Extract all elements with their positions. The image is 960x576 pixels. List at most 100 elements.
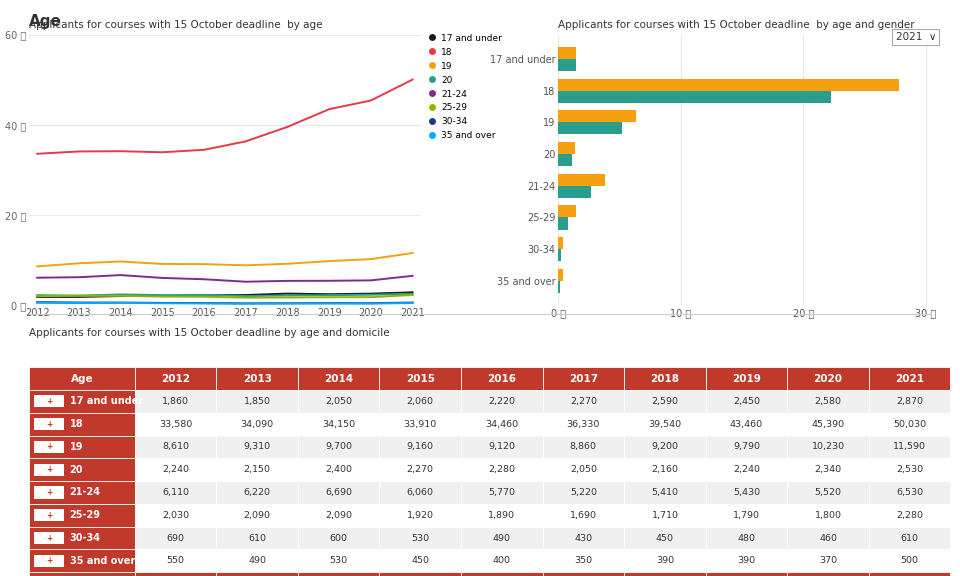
Text: 2018: 2018: [651, 373, 680, 384]
Text: 2,400: 2,400: [325, 465, 352, 474]
Bar: [542, 435, 624, 458]
Text: 2015: 2015: [406, 373, 435, 384]
Text: 2,090: 2,090: [244, 511, 271, 520]
Bar: [461, 526, 542, 550]
Bar: [379, 413, 461, 435]
Text: 2014: 2014: [324, 373, 353, 384]
Bar: [558, 110, 636, 122]
Bar: [461, 390, 542, 413]
Text: +: +: [46, 488, 53, 497]
Bar: [461, 572, 542, 576]
Text: 9,200: 9,200: [652, 442, 679, 452]
Bar: [542, 550, 624, 572]
Bar: [624, 550, 706, 572]
Bar: [298, 572, 379, 576]
Bar: [216, 550, 298, 572]
Text: 25-29: 25-29: [70, 510, 101, 520]
Text: 2021  ∨: 2021 ∨: [896, 32, 936, 41]
Bar: [787, 435, 869, 458]
Text: 2,590: 2,590: [652, 397, 679, 406]
Text: 1,710: 1,710: [652, 511, 679, 520]
Bar: [298, 367, 379, 390]
Text: 1,860: 1,860: [162, 397, 189, 406]
Text: 35 and over: 35 and over: [70, 556, 134, 566]
Bar: [298, 481, 379, 504]
Text: 2,280: 2,280: [896, 511, 924, 520]
Text: 19: 19: [70, 442, 84, 452]
Text: 18: 18: [70, 419, 84, 429]
Bar: [787, 367, 869, 390]
Bar: [216, 504, 298, 526]
Text: 1,850: 1,850: [244, 397, 271, 406]
Text: Applicants for courses with 15 October deadline  by age: Applicants for courses with 15 October d…: [29, 20, 323, 29]
Text: 450: 450: [656, 533, 674, 543]
Bar: [379, 526, 461, 550]
Text: 610: 610: [900, 533, 919, 543]
Bar: [869, 572, 950, 576]
Text: 11,590: 11,590: [893, 442, 926, 452]
Text: 2,270: 2,270: [407, 465, 434, 474]
Bar: [35, 486, 64, 499]
Text: 530: 530: [411, 533, 429, 543]
Bar: [869, 550, 950, 572]
Text: 530: 530: [329, 556, 348, 565]
Bar: [35, 555, 64, 567]
Text: +: +: [46, 533, 53, 543]
Text: 34,090: 34,090: [241, 419, 274, 429]
Bar: [624, 458, 706, 481]
Bar: [29, 504, 134, 526]
Text: 450: 450: [411, 556, 429, 565]
Bar: [558, 249, 561, 262]
Text: 2,030: 2,030: [162, 511, 189, 520]
Bar: [869, 458, 950, 481]
Bar: [298, 550, 379, 572]
Text: 2013: 2013: [243, 373, 272, 384]
Bar: [35, 418, 64, 430]
Bar: [624, 435, 706, 458]
Text: Age: Age: [29, 14, 61, 29]
Text: 430: 430: [574, 533, 592, 543]
Bar: [558, 122, 622, 134]
Bar: [379, 504, 461, 526]
Text: 600: 600: [329, 533, 348, 543]
Bar: [134, 504, 216, 526]
Text: +: +: [46, 465, 53, 474]
Bar: [869, 413, 950, 435]
Text: 50,030: 50,030: [893, 419, 926, 429]
Text: 2,150: 2,150: [244, 465, 271, 474]
Bar: [379, 435, 461, 458]
Text: Applicants for courses with 15 October deadline  by age and gender: Applicants for courses with 15 October d…: [558, 20, 915, 29]
Text: 390: 390: [656, 556, 674, 565]
Bar: [379, 367, 461, 390]
Bar: [298, 390, 379, 413]
Text: 21-24: 21-24: [70, 487, 101, 498]
Bar: [558, 47, 576, 59]
Bar: [134, 413, 216, 435]
Bar: [461, 435, 542, 458]
Bar: [706, 572, 787, 576]
Text: 17 and under: 17 and under: [70, 396, 143, 406]
Bar: [624, 413, 706, 435]
Text: 350: 350: [574, 556, 592, 565]
Text: 5,770: 5,770: [489, 488, 516, 497]
Text: 45,390: 45,390: [811, 419, 845, 429]
Bar: [29, 367, 134, 390]
Text: Age: Age: [70, 373, 93, 384]
Text: 2,090: 2,090: [325, 511, 352, 520]
Text: 9,160: 9,160: [407, 442, 434, 452]
Bar: [216, 435, 298, 458]
Bar: [542, 367, 624, 390]
Bar: [35, 395, 64, 407]
Text: 2,050: 2,050: [325, 397, 352, 406]
Bar: [29, 390, 134, 413]
Text: 2016: 2016: [488, 373, 516, 384]
Text: 2021: 2021: [895, 373, 924, 384]
Bar: [787, 481, 869, 504]
Legend: 17 and under, 18, 19, 20, 21-24, 25-29, 30-34, 35 and over: 17 and under, 18, 19, 20, 21-24, 25-29, …: [429, 33, 502, 141]
Text: 34,460: 34,460: [485, 419, 518, 429]
Bar: [558, 90, 831, 103]
Bar: [134, 458, 216, 481]
Bar: [542, 390, 624, 413]
Bar: [216, 390, 298, 413]
Bar: [461, 367, 542, 390]
